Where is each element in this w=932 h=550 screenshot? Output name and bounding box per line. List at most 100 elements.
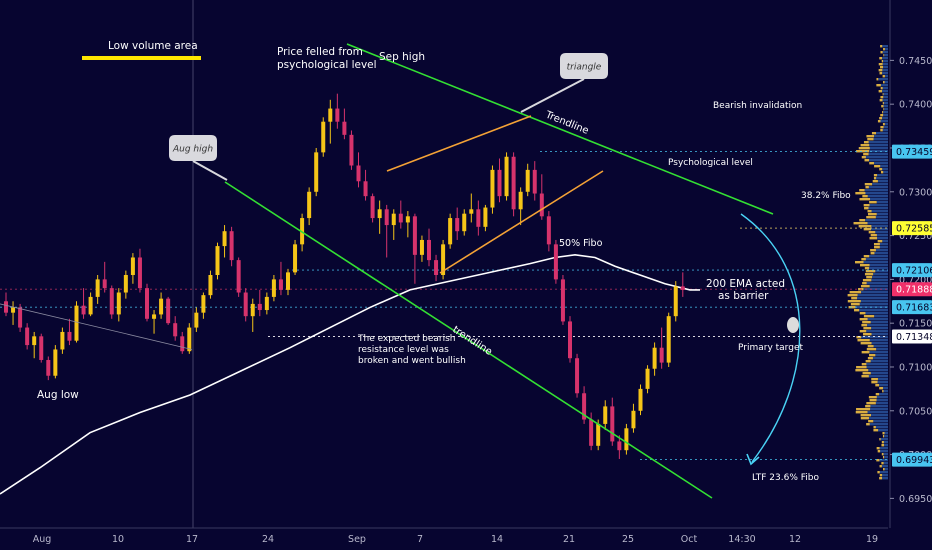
volume-bar-buy — [868, 369, 888, 372]
candle-body — [448, 218, 453, 245]
volume-bar-sell — [881, 60, 884, 63]
candle-body — [130, 257, 135, 275]
volume-bar-sell — [868, 420, 874, 423]
candle-body — [46, 359, 51, 376]
volume-bar-buy — [874, 162, 888, 165]
price-label-box — [892, 263, 932, 278]
volume-bar-sell — [873, 177, 877, 180]
volume-bar-buy — [868, 186, 888, 189]
volume-bar-sell — [879, 117, 883, 120]
volume-bar-buy — [872, 276, 888, 279]
volume-bar-sell — [863, 255, 870, 258]
candle-body — [145, 288, 149, 319]
volume-bar-buy — [874, 315, 888, 318]
horizontal-levels — [0, 151, 888, 461]
x-tick-label: Sep — [348, 534, 366, 545]
volume-bar-sell — [880, 114, 884, 117]
volume-bar-buy — [879, 393, 888, 396]
candle-body — [638, 388, 643, 411]
candle-body — [441, 244, 446, 275]
volume-bar-buy — [879, 246, 888, 249]
candle-body — [307, 191, 312, 219]
volume-bar-sell — [866, 135, 875, 138]
volume-bar-sell — [875, 393, 880, 396]
volume-bar-sell — [861, 363, 867, 366]
volume-bar-buy — [883, 387, 888, 390]
volume-bar-sell — [860, 417, 870, 420]
volume-bar-sell — [878, 90, 883, 93]
volume-bar-sell — [877, 120, 881, 123]
volume-bar-sell — [866, 276, 873, 279]
volume-bar-sell — [856, 336, 862, 339]
volume-bar-sell — [860, 285, 870, 288]
volume-bar-buy — [884, 54, 888, 57]
volume-bar-buy — [876, 177, 888, 180]
volume-bar-sell — [871, 381, 878, 384]
volume-bar-sell — [870, 252, 875, 255]
candle-body — [95, 279, 100, 297]
primary-target-label: Primary target — [738, 343, 803, 353]
volume-bar-sell — [865, 270, 876, 273]
candle-body — [398, 213, 403, 223]
candle-body — [25, 327, 30, 346]
volume-bar-sell — [879, 72, 883, 75]
volume-bar-sell — [880, 171, 884, 174]
volume-bar-buy — [863, 261, 888, 264]
volume-bar-sell — [855, 411, 868, 414]
volume-bar-sell — [865, 405, 871, 408]
volume-bar-buy — [867, 411, 888, 414]
candle-body — [582, 393, 587, 420]
candle-body — [419, 239, 424, 255]
volume-bar-buy — [878, 429, 888, 432]
candles — [4, 93, 685, 459]
bearish-broken-label-line2: resistance level was — [358, 345, 449, 355]
volume-bar-sell — [876, 447, 880, 450]
volume-bar-sell — [879, 57, 883, 60]
volume-bar-buy — [880, 165, 888, 168]
candle-body — [483, 207, 488, 227]
drawings — [0, 43, 801, 499]
candle-body — [511, 156, 516, 210]
volume-bar-sell — [882, 123, 885, 126]
candle-body — [631, 410, 636, 429]
volume-bar-buy — [865, 219, 888, 222]
volume-bar-sell — [858, 225, 872, 228]
volume-bar-sell — [873, 426, 876, 429]
candle-body — [412, 216, 417, 255]
volume-bar-sell — [881, 453, 884, 456]
volume-bar-buy — [876, 201, 888, 204]
sep-high-label: Sep high — [379, 51, 425, 63]
volume-bar-sell — [882, 432, 885, 435]
volume-bar-buy — [861, 336, 888, 339]
volume-bar-buy — [874, 252, 888, 255]
volume-bar-sell — [869, 399, 877, 402]
volume-bar-buy — [876, 234, 888, 237]
volume-bar-buy — [876, 213, 888, 216]
volume-bar-sell — [864, 267, 870, 270]
volume-bar-buy — [883, 60, 888, 63]
volume-bar-buy — [865, 258, 888, 261]
volume-bar-sell — [850, 303, 860, 306]
lower-trendline-label: trendline — [450, 324, 493, 358]
volume-bar-sell — [862, 282, 867, 285]
candle-body — [546, 216, 551, 245]
volume-bar-sell — [862, 321, 871, 324]
volume-bar-buy — [867, 222, 888, 225]
triangle-callout-text: triangle — [567, 63, 602, 73]
volume-bar-sell — [875, 384, 880, 387]
volume-bar-buy — [866, 282, 888, 285]
volume-bar-sell — [879, 99, 883, 102]
volume-bar-buy — [871, 333, 888, 336]
bearish-broken-label-line3: broken and went bullish — [358, 356, 466, 366]
price-label-text: 0.73459 — [896, 147, 932, 158]
triangle-lower-line — [439, 170, 604, 274]
candle-body — [328, 108, 333, 122]
candle-body — [278, 279, 283, 290]
volume-bar-buy — [883, 105, 888, 108]
psychological-level-label: Psychological level — [668, 158, 753, 168]
volume-bar-buy — [869, 423, 888, 426]
volume-bar-sell — [864, 159, 870, 162]
volume-bar-buy — [871, 279, 888, 282]
volume-bar-buy — [866, 366, 888, 369]
